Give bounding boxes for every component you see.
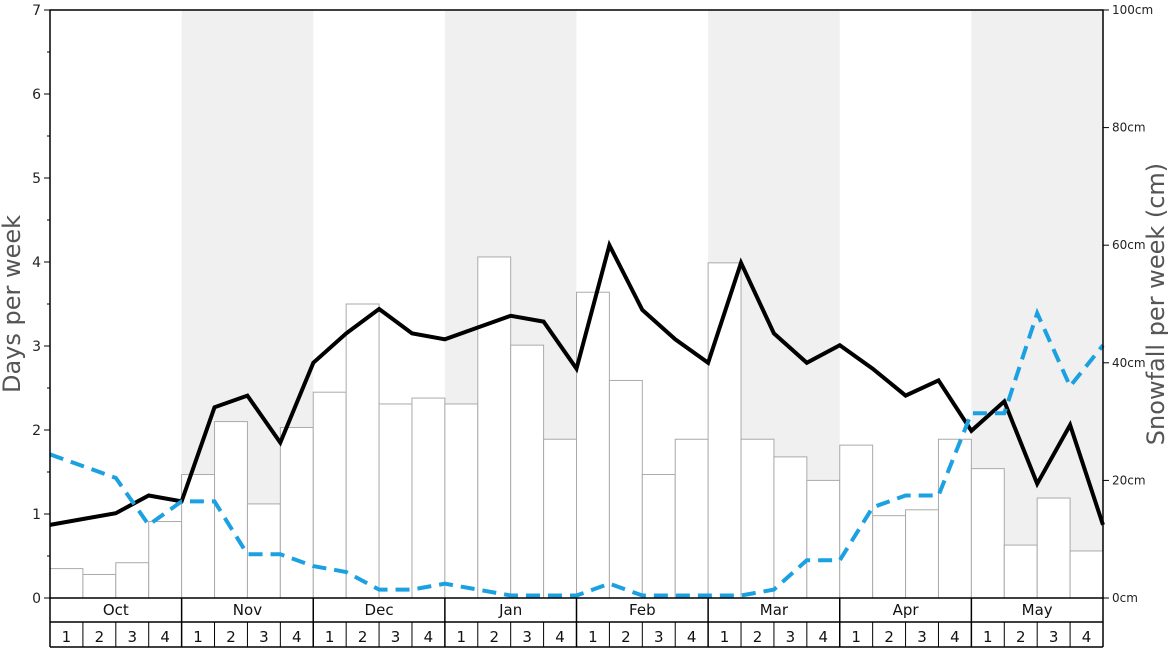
week-label: 3 <box>917 628 927 646</box>
week-label: 4 <box>292 628 302 646</box>
week-label: 2 <box>95 628 105 646</box>
left-tick-label: 0 <box>32 591 41 607</box>
snowfall-bar <box>1036 497 1071 599</box>
snowfall-bar <box>279 426 314 599</box>
snowfall-bar <box>246 503 281 599</box>
week-label: 1 <box>983 628 993 646</box>
week-label: 2 <box>358 628 368 646</box>
week-label: 3 <box>522 628 532 646</box>
right-tick-label: 0cm <box>1112 591 1138 605</box>
snowfall-bar <box>543 438 577 599</box>
snowfall-bar <box>115 562 150 599</box>
week-label: 2 <box>1016 628 1026 646</box>
month-label-jan: Jan <box>498 601 522 619</box>
snowfall-bar <box>839 444 874 599</box>
week-label: 3 <box>391 628 401 646</box>
week-label: 3 <box>654 628 664 646</box>
week-label: 3 <box>259 628 269 646</box>
right-tick-label: 60cm <box>1112 238 1146 252</box>
week-label: 4 <box>687 628 697 646</box>
snowfall-bar <box>1003 544 1038 599</box>
week-label: 4 <box>160 628 170 646</box>
solid-days-line <box>49 239 1105 527</box>
left-tick-label: 5 <box>32 171 41 187</box>
days-lines <box>49 239 1105 598</box>
week-label: 3 <box>1049 628 1059 646</box>
snowfall-bar <box>181 474 216 599</box>
snowfall-bar <box>674 438 709 599</box>
snowfall-bar <box>477 256 512 599</box>
week-label: 1 <box>62 628 72 646</box>
left-axis-title: Days per week <box>0 215 26 393</box>
snowfall-bar <box>641 474 676 599</box>
week-label: 1 <box>851 628 861 646</box>
snowfall-bar <box>510 344 545 599</box>
snowfall-bars <box>49 256 1104 599</box>
snowfall-bar <box>806 479 841 599</box>
snowfall-bar <box>905 509 939 599</box>
snowfall-bar <box>1069 550 1104 599</box>
right-tick-label: 20cm <box>1112 473 1146 487</box>
week-label: 2 <box>226 628 236 646</box>
snowfall-bar <box>970 468 1005 599</box>
week-label: 2 <box>884 628 894 646</box>
month-week-footer: Oct Nov Dec Jan Feb Mar Apr May 1 2 3 4 1 2 3 4 1 2 3 4 1 2 3 4… <box>49 598 1104 648</box>
left-tick-label: 6 <box>32 87 41 103</box>
week-label: 1 <box>193 628 203 646</box>
week-label: 1 <box>720 628 730 646</box>
week-label: 3 <box>127 628 137 646</box>
left-tick-label: 2 <box>32 423 41 439</box>
snowfall-bar <box>937 438 972 599</box>
snowfall-bar <box>378 403 413 599</box>
dashed-days-line <box>49 307 1105 598</box>
week-label: 1 <box>588 628 598 646</box>
right-tick-label: 100cm <box>1112 3 1153 17</box>
snowfall-bar <box>444 403 479 599</box>
week-label: 1 <box>325 628 335 646</box>
week-label: 1 <box>457 628 467 646</box>
snowfall-bar <box>312 391 347 599</box>
snowfall-bar <box>411 397 446 599</box>
left-tick-label: 1 <box>32 507 41 523</box>
snowfall-bar <box>740 438 775 599</box>
month-label-apr: Apr <box>893 601 920 619</box>
snowfall-bar <box>576 291 610 599</box>
snowfall-bar <box>608 379 643 599</box>
snowfall-bar <box>148 521 183 599</box>
left-tick-label: 4 <box>32 255 41 271</box>
week-label: 4 <box>819 628 829 646</box>
snowfall-bar <box>82 573 117 599</box>
month-label-may: May <box>1022 601 1053 619</box>
left-tick-label: 7 <box>32 3 41 19</box>
week-label: 4 <box>424 628 434 646</box>
left-tick-label: 3 <box>32 339 41 355</box>
month-label-nov: Nov <box>233 601 262 619</box>
week-label: 4 <box>950 628 960 646</box>
month-label-mar: Mar <box>760 601 789 619</box>
axis-labels: 0 1 2 3 4 5 6 7 0cm 20cm 40cm 60cm 80cm 100cm <box>32 3 1153 607</box>
month-label-dec: Dec <box>365 601 394 619</box>
right-tick-label: 80cm <box>1112 121 1146 135</box>
right-axis-title: Snowfall per week (cm) <box>1142 163 1168 445</box>
right-tick-label: 40cm <box>1112 356 1146 370</box>
month-label-feb: Feb <box>629 601 656 619</box>
snowfall-bar <box>49 568 84 599</box>
week-label: 4 <box>1082 628 1092 646</box>
snowfall-bar <box>872 515 907 599</box>
snowfall-bar <box>345 303 380 599</box>
month-label-oct: Oct <box>103 601 129 619</box>
week-label: 2 <box>753 628 763 646</box>
week-label: 2 <box>621 628 631 646</box>
week-label: 4 <box>555 628 565 646</box>
week-label: 3 <box>786 628 796 646</box>
week-label: 2 <box>489 628 499 646</box>
